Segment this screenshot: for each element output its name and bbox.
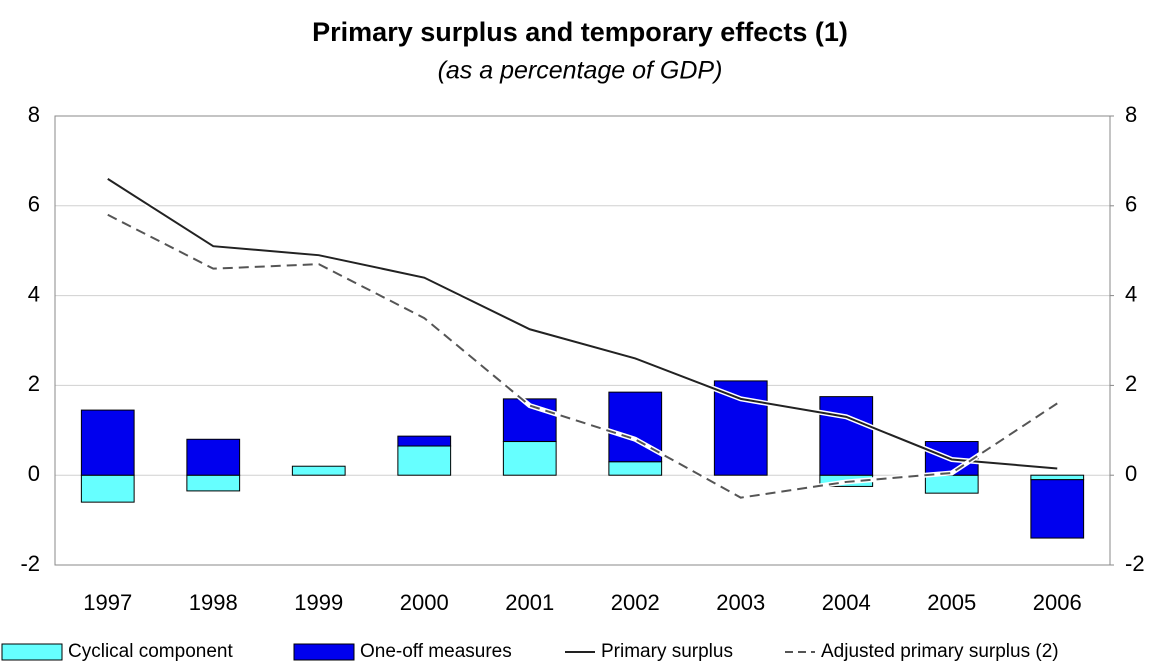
chart-subtitle: (as a percentage of GDP) (438, 57, 723, 85)
line (107, 178, 1058, 470)
bar (397, 445, 452, 476)
y2-tick-label: 6 (1125, 192, 1137, 217)
bar (397, 435, 452, 447)
y2-tick-label: 4 (1125, 281, 1137, 306)
bar (186, 474, 241, 492)
legend-label: Primary surplus (601, 641, 733, 662)
x-tick-label: 1999 (294, 590, 343, 615)
x-tick-label: 2006 (1033, 590, 1082, 615)
bar (502, 441, 557, 476)
x-tick-label: 1997 (83, 590, 132, 615)
legend-swatch (293, 643, 355, 661)
y-tick-label: 0 (28, 461, 40, 486)
legend-label: One-off measures (360, 641, 512, 662)
y2-tick-label: 0 (1125, 461, 1137, 486)
y-tick-label: 4 (28, 281, 40, 306)
bar (1030, 479, 1085, 539)
x-tick-label: 2002 (611, 590, 660, 615)
y-tick-label: 6 (28, 192, 40, 217)
x-tick-label: 2005 (927, 590, 976, 615)
y-tick-label: 8 (28, 102, 40, 127)
bar (186, 438, 241, 476)
plot-frame (54, 115, 1111, 566)
bar (291, 465, 346, 476)
legend-swatch (1, 643, 63, 661)
bar (713, 380, 768, 476)
y2-tick-label: 2 (1125, 371, 1137, 396)
x-tick-label: 2000 (400, 590, 449, 615)
bar (608, 461, 663, 476)
bar (819, 396, 874, 476)
y2-tick-label: -2 (1125, 551, 1145, 576)
chart-title: Primary surplus and temporary effects (1… (312, 17, 848, 47)
y-tick-label: -2 (20, 551, 40, 576)
line (107, 213, 1058, 499)
x-tick-label: 1998 (189, 590, 238, 615)
bar (80, 474, 135, 503)
bar (924, 474, 979, 494)
x-tick-label: 2004 (822, 590, 871, 615)
y2-tick-label: 8 (1125, 102, 1137, 127)
y-tick-label: 2 (28, 371, 40, 396)
bar (80, 409, 135, 476)
line-halo (106, 212, 1059, 501)
x-tick-label: 2003 (716, 590, 765, 615)
bar (1030, 474, 1085, 481)
x-tick-label: 2001 (505, 590, 554, 615)
legend-label: Adjusted primary surplus (2) (821, 641, 1059, 662)
legend-label: Cyclical component (68, 641, 233, 662)
